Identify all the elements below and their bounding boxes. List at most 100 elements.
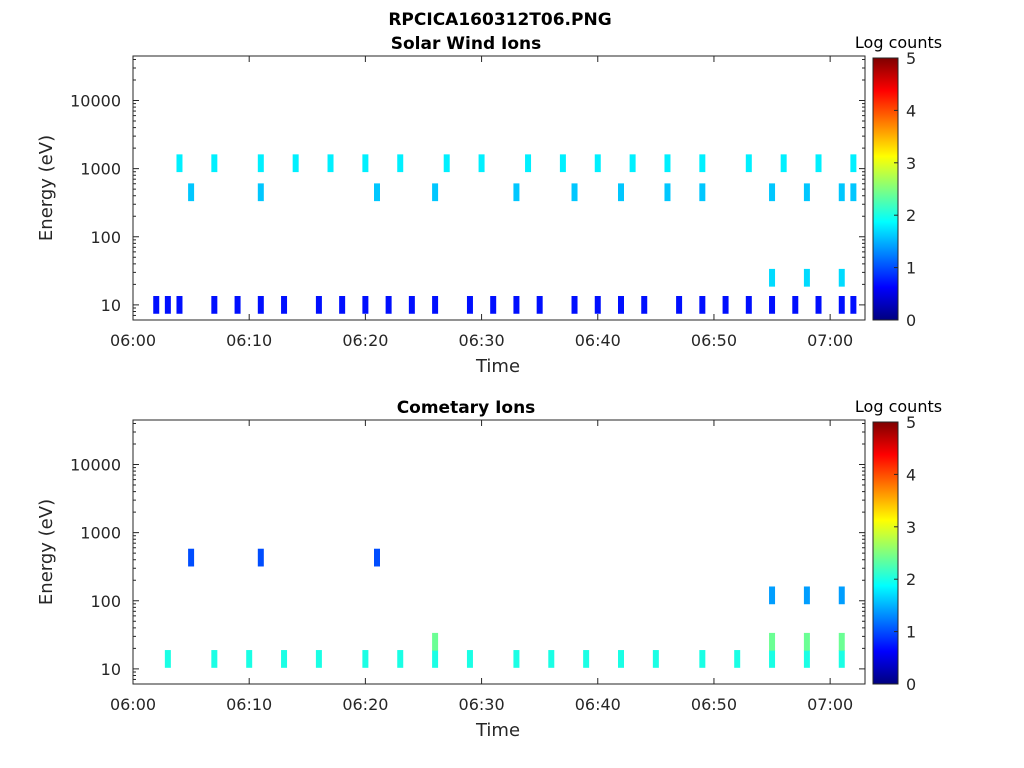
colorbar-tick-label: 3 bbox=[906, 154, 916, 173]
colorbar-tick-label: 0 bbox=[906, 311, 916, 330]
data-cell bbox=[432, 296, 439, 314]
figure-title: RPCICA160312T06.PNG bbox=[388, 10, 611, 30]
x-tick-label: 06:30 bbox=[459, 695, 505, 714]
x-tick-label: 06:00 bbox=[110, 331, 156, 350]
data-cell bbox=[548, 650, 555, 668]
data-cell bbox=[838, 183, 845, 202]
panel-title: Solar Wind Ions bbox=[391, 34, 542, 54]
data-cell bbox=[188, 548, 195, 567]
data-cell bbox=[490, 296, 497, 314]
data-cell bbox=[211, 154, 218, 173]
data-cell bbox=[734, 650, 741, 668]
y-tick-label: 10 bbox=[101, 660, 121, 679]
colorbar-tick-label: 4 bbox=[906, 101, 916, 120]
data-cell bbox=[780, 154, 787, 173]
data-cell bbox=[571, 183, 578, 202]
data-cell bbox=[618, 183, 624, 202]
data-cell bbox=[188, 183, 195, 202]
x-tick-label: 06:50 bbox=[691, 695, 737, 714]
data-cell bbox=[211, 650, 218, 668]
colorbar-tick-label: 5 bbox=[906, 413, 916, 432]
data-cell bbox=[769, 632, 776, 651]
colorbar-tick-label: 3 bbox=[906, 518, 916, 537]
data-cell bbox=[257, 154, 264, 173]
colorbar-tick-label: 5 bbox=[906, 49, 916, 68]
x-tick-label: 07:00 bbox=[807, 695, 853, 714]
y-tick-label: 100 bbox=[90, 228, 121, 247]
x-tick-label: 06:00 bbox=[110, 695, 156, 714]
data-cell bbox=[327, 154, 334, 173]
x-axis-label: Time bbox=[475, 356, 520, 377]
data-cell bbox=[513, 650, 520, 668]
data-cell bbox=[745, 154, 752, 173]
colorbar-tick-label: 1 bbox=[906, 623, 916, 642]
data-cell bbox=[397, 154, 404, 173]
data-cell bbox=[571, 296, 578, 314]
data-cell bbox=[281, 296, 288, 314]
x-tick-label: 06:40 bbox=[575, 695, 621, 714]
data-cell bbox=[153, 296, 160, 314]
data-cell bbox=[699, 296, 706, 314]
data-cell bbox=[443, 154, 450, 173]
x-tick-label: 06:10 bbox=[226, 331, 272, 350]
data-cell bbox=[246, 650, 253, 668]
plot-frame bbox=[132, 419, 866, 685]
data-cells bbox=[153, 154, 857, 314]
data-cell bbox=[838, 296, 845, 314]
data-cell bbox=[176, 296, 183, 314]
x-tick-label: 07:00 bbox=[807, 331, 853, 350]
data-cell bbox=[234, 296, 241, 314]
data-cell bbox=[432, 650, 439, 668]
colorbar-frame bbox=[872, 57, 899, 321]
data-cell bbox=[559, 154, 566, 173]
data-cell bbox=[257, 296, 264, 314]
data-cells bbox=[164, 548, 845, 668]
x-tick-label: 06:10 bbox=[226, 695, 272, 714]
data-cell bbox=[699, 154, 706, 173]
plot-frame bbox=[132, 55, 866, 321]
data-cell bbox=[838, 586, 845, 605]
data-cell bbox=[803, 183, 810, 202]
data-cell bbox=[594, 154, 601, 173]
data-cell bbox=[292, 154, 299, 173]
data-cell bbox=[652, 650, 659, 668]
y-axis-label: Energy (eV) bbox=[36, 135, 57, 241]
colorbar bbox=[873, 422, 898, 684]
colorbar-frame bbox=[872, 421, 899, 685]
data-cell bbox=[803, 650, 810, 668]
y-tick-label: 10000 bbox=[70, 456, 121, 475]
data-cell bbox=[374, 548, 380, 567]
data-cell bbox=[397, 650, 404, 668]
data-cell bbox=[536, 296, 543, 314]
panel-title: Cometary Ions bbox=[397, 398, 536, 418]
data-cell bbox=[838, 268, 845, 287]
x-tick-label: 06:30 bbox=[459, 331, 505, 350]
data-cell bbox=[513, 183, 520, 202]
data-cell bbox=[362, 154, 369, 173]
data-cell bbox=[281, 650, 288, 668]
colorbar-tick-label: 0 bbox=[906, 675, 916, 694]
data-cell bbox=[478, 154, 485, 173]
data-cell bbox=[699, 650, 706, 668]
y-tick-label: 10000 bbox=[70, 92, 121, 111]
data-cell bbox=[466, 296, 473, 314]
data-cell bbox=[583, 650, 590, 668]
data-cell bbox=[722, 296, 729, 314]
data-cell bbox=[838, 632, 845, 651]
data-cell bbox=[385, 296, 392, 314]
x-axis-label: Time bbox=[475, 720, 520, 741]
colorbar-tick-label: 1 bbox=[906, 259, 916, 278]
data-cell bbox=[408, 296, 415, 314]
data-cell bbox=[769, 650, 776, 668]
data-cell bbox=[699, 183, 706, 202]
data-cell bbox=[769, 268, 776, 287]
data-cell bbox=[838, 650, 845, 668]
data-cell bbox=[257, 548, 264, 567]
y-tick-label: 100 bbox=[90, 592, 121, 611]
data-cell bbox=[792, 296, 799, 314]
colorbar-label: Log counts bbox=[855, 397, 942, 416]
data-cell bbox=[803, 586, 810, 605]
data-cell bbox=[629, 154, 636, 173]
data-cell bbox=[339, 296, 346, 314]
solar-wind-panel: Solar Wind Ions 06:00 06:10 06:20 06:30 06:40… bbox=[36, 33, 942, 377]
